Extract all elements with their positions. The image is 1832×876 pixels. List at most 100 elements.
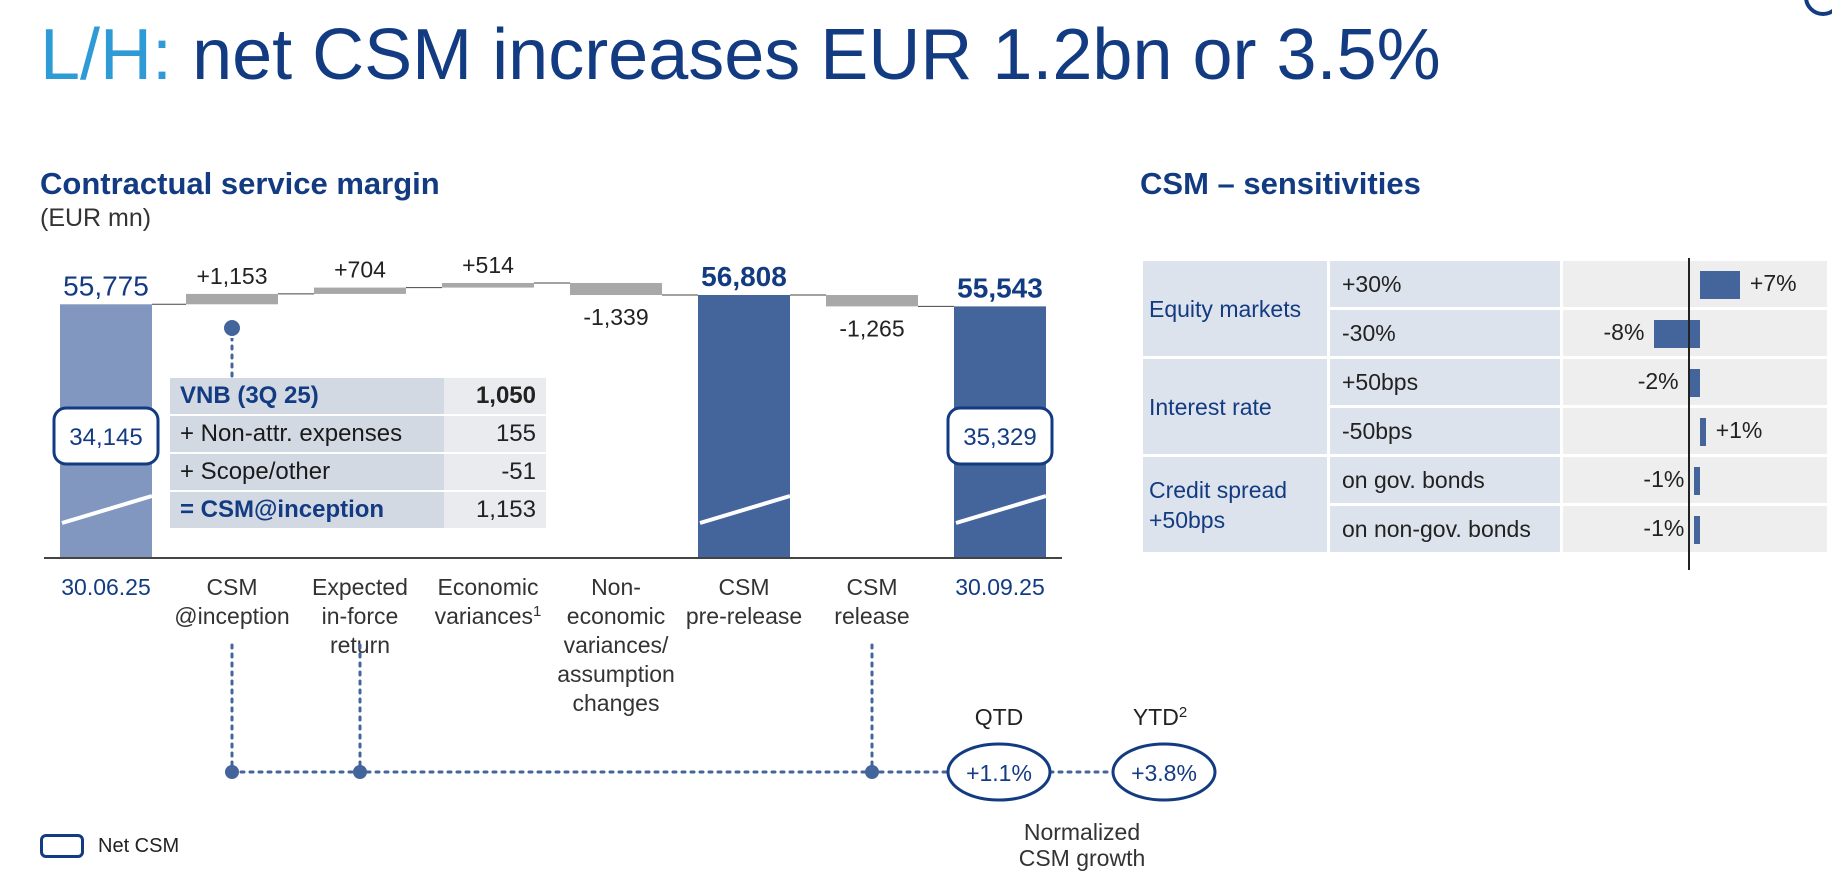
table-row: + Non-attr. expenses 155 (170, 415, 546, 453)
bar-cell: +7% (1560, 258, 1830, 310)
net-csm-box (946, 406, 1054, 466)
row-label: on non-gov. bonds (1327, 503, 1563, 555)
net-csm-value: 35,329 (963, 424, 1036, 451)
scope-other-value: -51 (444, 453, 546, 491)
vnb-table: VNB (3Q 25) 1,050 + Non-attr. expenses 155… (170, 378, 546, 530)
sensitivity-bar (1654, 320, 1700, 348)
category-label: pre-release (686, 603, 802, 629)
sensitivities-section-title: CSM – sensitivities (1140, 166, 1421, 201)
category-label: CSM (846, 574, 897, 600)
category-label: 30.06.25 (61, 574, 151, 600)
sensitivity-zero-axis (1688, 258, 1690, 570)
category-label: changes (573, 690, 660, 716)
vnb-dot (222, 318, 242, 338)
footnote-marker: 2 (1179, 704, 1187, 721)
sensitivity-value: +7% (1749, 270, 1797, 296)
footnote-marker: 1 (533, 603, 541, 620)
sensitivity-bar (1700, 271, 1740, 299)
group-label: Equity markets (1149, 295, 1302, 322)
bar-value-label: -1,265 (839, 315, 904, 341)
equity-markets-label: Equity markets (1140, 258, 1330, 359)
qtd-oval (946, 742, 1052, 802)
vnb-label: VNB (3Q 25) (170, 378, 444, 415)
ytd-oval (1111, 742, 1217, 802)
row-label: +30% (1327, 258, 1563, 310)
qtd-value: +1.1% (966, 760, 1032, 786)
category-label: 30.09.25 (955, 574, 1045, 600)
table-row: Credit spread +50bps on gov. bonds -1% (1140, 454, 1830, 555)
category-label: variances1 (435, 603, 542, 630)
sensitivity-bar (1694, 516, 1700, 544)
net-csm-box (52, 406, 160, 466)
bar-value-label: 55,775 (63, 270, 149, 301)
table-row: Equity markets +30% +7% (1140, 258, 1830, 359)
category-label: Economic (438, 574, 539, 600)
table-row: -30% -8% (1142, 307, 1830, 359)
waterfall-bar (698, 295, 790, 558)
table-row: Interest rate +50bps -2% (1140, 356, 1830, 457)
scope-other-label: + Scope/other (170, 453, 444, 491)
group-label-line2: +50bps (1149, 506, 1226, 533)
title-prefix: L/H: (40, 15, 173, 95)
growth-caption: Normalized (1024, 819, 1140, 845)
category-label: in-force (322, 603, 399, 629)
page-title: L/H: net CSM increases EUR 1.2bn or 3.5% (40, 10, 1441, 100)
credit-spread-label: Credit spread +50bps (1140, 454, 1330, 555)
row-label: +50bps (1327, 356, 1563, 408)
net-csm-value: 34,145 (69, 424, 142, 451)
bar-cell: -2% (1560, 356, 1830, 408)
csm-inception-value: 1,153 (444, 491, 546, 529)
bar-value-label: -1,339 (583, 304, 648, 330)
sensitivity-value: -1% (1643, 466, 1685, 492)
sensitivity-value: -8% (1603, 319, 1645, 345)
table-row: VNB (3Q 25) 1,050 (170, 378, 546, 415)
net-csm-legend-label: Net CSM (98, 835, 180, 857)
waterfall-bar (186, 293, 278, 305)
csm-section-title: Contractual service margin (40, 166, 440, 201)
bar-break-mark (699, 494, 791, 525)
sensitivities-table: Equity markets +30% +7% -30% -8% Interes… (1140, 258, 1830, 555)
bar-value-label: 55,543 (957, 272, 1043, 303)
qtd-label: QTD (975, 704, 1024, 730)
sensitivity-value: -2% (1637, 368, 1679, 394)
bar-value-label: 56,808 (701, 261, 787, 292)
category-label: CSM (718, 574, 769, 600)
bar-value-label: +514 (462, 252, 514, 278)
ytd-value: +3.8% (1131, 760, 1197, 786)
waterfall-bar (826, 295, 918, 307)
waterfall-bar (570, 282, 662, 296)
non-attr-expenses-label: + Non-attr. expenses (170, 415, 444, 453)
sensitivity-value: -1% (1643, 515, 1685, 541)
interest-rate-label: Interest rate (1140, 356, 1330, 457)
sensitivity-bar (1700, 418, 1706, 446)
bar-cell: -8% (1560, 307, 1830, 359)
csm-inception-label: = CSM@inception (170, 491, 444, 529)
category-label: assumption (557, 661, 675, 687)
bar-value-label: +704 (334, 257, 386, 283)
growth-caption: CSM growth (1019, 845, 1146, 871)
non-attr-expenses-value: 155 (444, 415, 546, 453)
category-label: economic (567, 603, 665, 629)
table-row: + Scope/other -51 (170, 453, 546, 491)
table-row: = CSM@inception 1,153 (170, 491, 546, 529)
table-row: -50bps +1% (1142, 405, 1830, 457)
csm-unit-label: (EUR mn) (40, 204, 152, 232)
row-label: -50bps (1327, 405, 1563, 457)
category-label: CSM (206, 574, 257, 600)
group-label: Interest rate (1149, 393, 1272, 420)
net-csm-legend-swatch (40, 834, 84, 858)
category-label: @inception (174, 603, 289, 629)
bar-value-label: +1,153 (197, 263, 268, 289)
category-label: Expected (312, 574, 408, 600)
bar-cell: -1% (1560, 503, 1830, 555)
category-label: release (834, 603, 909, 629)
sensitivity-bar (1694, 467, 1700, 495)
sensitivity-value: +1% (1715, 417, 1763, 443)
bar-cell: +1% (1560, 405, 1830, 457)
waterfall-bar (314, 287, 406, 294)
bar-cell: -1% (1560, 454, 1830, 506)
ytd-label: YTD2 (1133, 704, 1187, 731)
waterfall-bar (442, 282, 534, 288)
title-main: net CSM increases EUR 1.2bn or 3.5% (192, 15, 1441, 95)
